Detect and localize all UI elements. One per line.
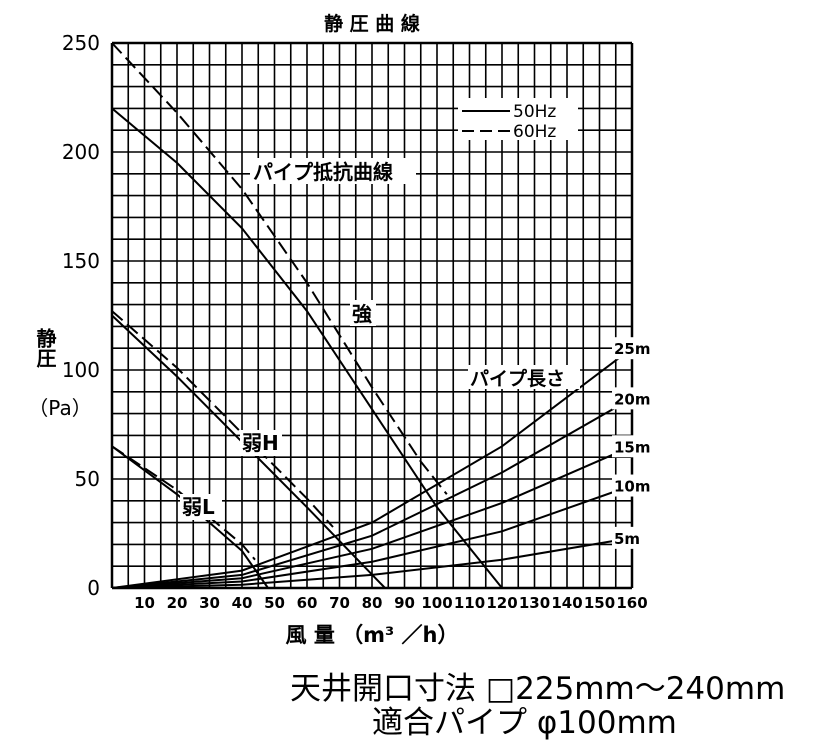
series-line-10m — [111, 484, 633, 589]
y-tick-label: 250 — [62, 31, 100, 55]
x-tick-label: 50 — [264, 594, 285, 612]
series-line-強-60Hz — [111, 42, 448, 495]
x-tick-label: 120 — [486, 594, 517, 612]
x-tick-label: 60 — [297, 594, 318, 612]
pipe-spec: 適合パイプ φ100mm — [372, 705, 677, 741]
x-tick-label: 10 — [134, 594, 155, 612]
x-axis-label: 風 量 （m³ ／h） — [286, 623, 459, 647]
pipe-length-label-bg — [612, 387, 652, 410]
y-tick-label: 200 — [62, 140, 100, 164]
opening-size-spec: 天井開口寸法 □225mm～240mm — [290, 671, 786, 707]
weak-h-curve-label: 弱H — [242, 431, 279, 455]
series-line-5m — [111, 536, 633, 589]
series-line-25m — [111, 347, 633, 589]
y-axis-unit: （Pa） — [28, 396, 91, 420]
legend: 50Hz 60Hz — [462, 102, 556, 142]
pipe-length-label-bg — [612, 337, 652, 360]
y-tick-label: 100 — [62, 358, 100, 382]
x-tick-label: 40 — [232, 594, 253, 612]
pipe-length-label-bg — [612, 526, 652, 549]
series-line-強-50Hz — [111, 107, 503, 589]
chart-title: 静 圧 曲 線 — [324, 12, 420, 35]
series-line-弱H-60Hz — [111, 310, 334, 528]
x-tick-label: 160 — [616, 594, 647, 612]
y-tick-label: 50 — [75, 467, 100, 491]
x-tick-label: 90 — [394, 594, 415, 612]
pipe-length-label-bg — [612, 474, 652, 497]
weak-l-label-bg — [180, 494, 222, 520]
pipe-length-label: パイプ長さ — [470, 367, 565, 390]
legend-label-60hz: 60Hz — [513, 122, 556, 142]
pipe-length-5m-label: 5m — [614, 530, 640, 548]
tick-labels: 10 20 30 40 50 60 70 80 90 100 110 120 130 140 150 1600… — [62, 31, 648, 612]
y-tick-label: 150 — [62, 249, 100, 273]
weak-h-label-bg — [240, 430, 282, 456]
x-tick-label: 140 — [551, 594, 582, 612]
static-pressure-chart: 静 圧 曲 線 10 20 30 40 50 60 70 80 90 100 110 120 130 14… — [28, 12, 652, 647]
pipe-length-10m-label: 10m — [614, 478, 651, 496]
y-axis-label: 静圧 — [33, 327, 57, 369]
pipe-length-label-bg — [468, 365, 580, 389]
x-tick-label: 130 — [519, 594, 550, 612]
strong-label-bg — [350, 300, 376, 326]
pipe-length-labels: 25m 20m 15m 10m 5m — [612, 337, 652, 549]
pipe-length-15m-label: 15m — [614, 438, 651, 456]
x-tick-label: 20 — [167, 594, 188, 612]
x-tick-label: 100 — [421, 594, 452, 612]
series-line-20m — [111, 397, 633, 589]
pipe-length-25m-label: 25m — [614, 340, 651, 358]
x-tick-label: 80 — [362, 594, 383, 612]
pipe-resistance-label-bg — [250, 158, 416, 184]
y-tick-label: 0 — [87, 576, 100, 600]
pipe-length-20m-label: 20m — [614, 390, 651, 408]
chart-grid — [110, 41, 634, 590]
pipe-length-label-bg — [612, 435, 652, 458]
legend-label-50hz: 50Hz — [513, 102, 556, 122]
legend-box — [458, 98, 578, 140]
x-tick-label: 30 — [199, 594, 220, 612]
x-tick-label: 150 — [584, 594, 615, 612]
x-tick-label: 110 — [454, 594, 485, 612]
series-line-弱L-50Hz — [111, 445, 269, 589]
strong-curve-label: 強 — [352, 302, 372, 326]
series-line-15m — [111, 445, 633, 589]
weak-l-curve-label: 弱L — [182, 495, 215, 519]
x-tick-label: 70 — [329, 594, 350, 612]
pipe-resistance-label: パイプ抵抗曲線 — [253, 160, 393, 184]
